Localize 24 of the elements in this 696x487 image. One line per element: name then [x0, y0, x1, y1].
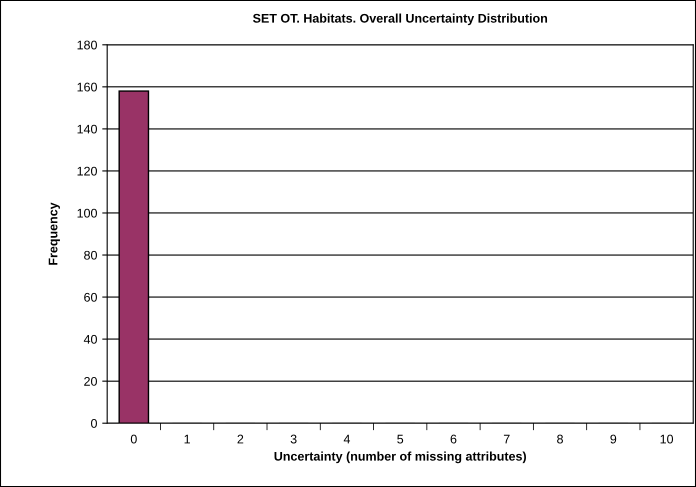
x-tick-label: 4 — [344, 434, 350, 444]
x-tick-label: 2 — [238, 434, 244, 444]
y-tick-label: 120 — [78, 166, 97, 176]
y-tick-label: 180 — [78, 40, 97, 50]
y-tick-label: 140 — [78, 124, 97, 134]
x-tick-label: 9 — [610, 434, 616, 444]
x-axis-title: Uncertainty (number of missing attributes) — [274, 452, 526, 464]
x-tick-label: 0 — [130, 434, 137, 444]
x-tick-label: 6 — [450, 434, 456, 444]
x-tick-label: 1 — [184, 434, 190, 444]
y-tick-label: 100 — [78, 208, 97, 218]
x-tick-label: 3 — [290, 434, 297, 444]
y-tick-label: 20 — [84, 376, 97, 386]
x-tick-label: 7 — [504, 434, 510, 444]
x-tick-label: 8 — [557, 434, 563, 444]
y-tick-label: 80 — [84, 250, 97, 260]
x-tick-label: 10 — [660, 434, 674, 444]
y-tick-label: 0 — [91, 419, 97, 428]
chart-title: SET OT. Habitats. Overall Uncertainty Distribution — [252, 14, 548, 26]
y-tick-label: 40 — [84, 334, 97, 344]
x-tick-label: 5 — [397, 434, 404, 444]
y-tick-label: 60 — [84, 292, 97, 302]
y-axis-title: Frequency — [48, 202, 60, 265]
y-tick-label: 160 — [78, 82, 97, 92]
